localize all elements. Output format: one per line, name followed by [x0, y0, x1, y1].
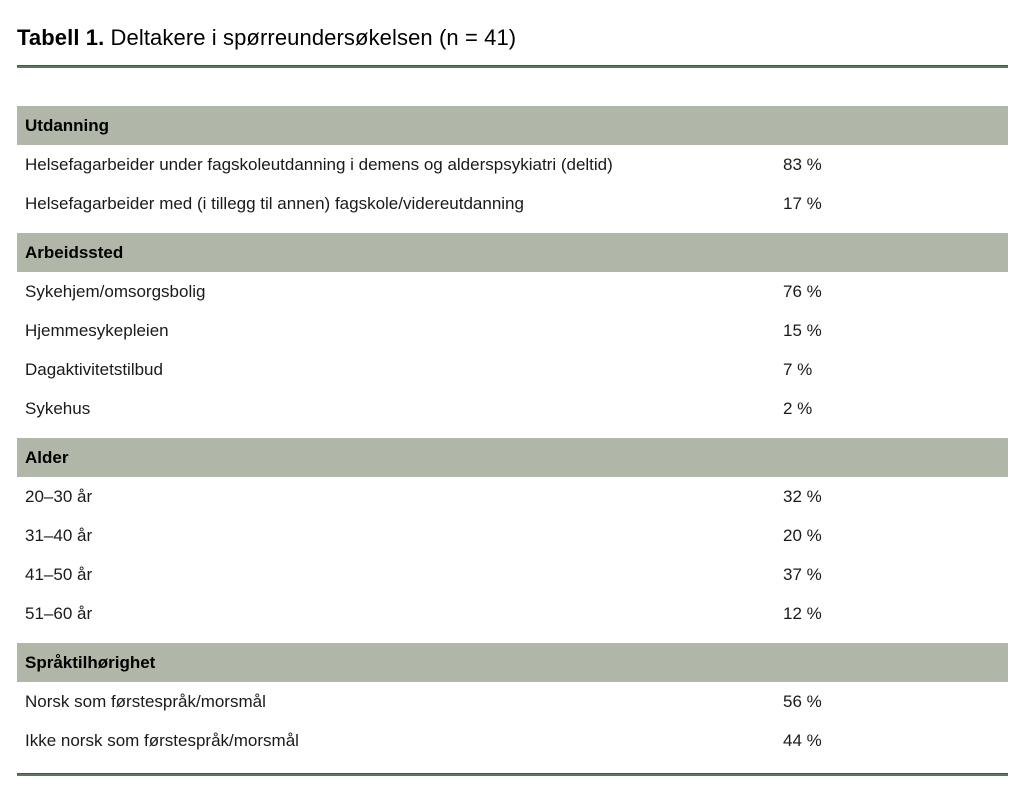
table-row: Sykehjem/omsorgsbolig 76 %	[17, 272, 1008, 311]
row-value: 2 %	[783, 398, 813, 418]
section-header: Alder	[17, 438, 1008, 477]
row-label: 20–30 år	[25, 486, 93, 506]
row-label: 51–60 år	[25, 603, 93, 623]
row-value: 20 %	[783, 525, 822, 545]
table-caption-text: Deltakere i spørreundersøkelsen (n = 41)	[110, 25, 517, 50]
table-section: Utdanning Helsefagarbeider under fagskole…	[17, 106, 1008, 223]
row-value: 15 %	[783, 320, 822, 340]
table-row: 41–50 år 37 %	[17, 555, 1008, 594]
table-row: Ikke norsk som førstespråk/morsmål 44 %	[17, 721, 1008, 760]
bottom-rule	[17, 773, 1008, 776]
section-header: Språktilhørighet	[17, 643, 1008, 682]
row-value: 83 %	[783, 154, 822, 174]
participants-table: Utdanning Helsefagarbeider under fagskole…	[17, 106, 1008, 760]
table-row: Dagaktivitetstilbud 7 %	[17, 350, 1008, 389]
row-value: 37 %	[783, 564, 822, 584]
section-header: Utdanning	[17, 106, 1008, 145]
row-value: 7 %	[783, 359, 813, 379]
table-row: Helsefagarbeider med (i tillegg til anne…	[17, 184, 1008, 223]
table-row: Hjemmesykepleien 15 %	[17, 311, 1008, 350]
row-value: 32 %	[783, 486, 822, 506]
row-value: 76 %	[783, 281, 822, 301]
table-caption: Tabell 1. Deltakere i spørreundersøkelse…	[17, 24, 1008, 52]
table-caption-number: Tabell 1.	[17, 25, 105, 50]
row-value: 56 %	[783, 691, 822, 711]
document-page: Tabell 1. Deltakere i spørreundersøkelse…	[17, 24, 1008, 776]
row-label: Norsk som førstespråk/morsmål	[25, 691, 266, 711]
row-label: Sykehus	[25, 398, 91, 418]
table-section: Alder 20–30 år 32 % 31–40 år 20 % 41–50 år 37 …	[17, 438, 1008, 633]
row-label: 41–50 år	[25, 564, 93, 584]
table-row: Norsk som førstespråk/morsmål 56 %	[17, 682, 1008, 721]
row-label: Helsefagarbeider med (i tillegg til anne…	[25, 193, 524, 213]
table-section: Arbeidssted Sykehjem/omsorgsbolig 76 % Hjem…	[17, 233, 1008, 428]
row-value: 12 %	[783, 603, 822, 623]
table-row: 31–40 år 20 %	[17, 516, 1008, 555]
section-header: Arbeidssted	[17, 233, 1008, 272]
row-value: 44 %	[783, 730, 822, 750]
table-row: 20–30 år 32 %	[17, 477, 1008, 516]
table-row: Sykehus 2 %	[17, 389, 1008, 428]
table-row: Helsefagarbeider under fagskoleutdanning…	[17, 145, 1008, 184]
table-row: 51–60 år 12 %	[17, 594, 1008, 633]
row-value: 17 %	[783, 193, 822, 213]
row-label: Sykehjem/omsorgsbolig	[25, 281, 206, 301]
top-rule	[17, 65, 1008, 68]
row-label: Ikke norsk som førstespråk/morsmål	[25, 730, 299, 750]
row-label: Dagaktivitetstilbud	[25, 359, 163, 379]
row-label: Helsefagarbeider under fagskoleutdanning…	[25, 154, 613, 174]
row-label: Hjemmesykepleien	[25, 320, 169, 340]
table-section: Språktilhørighet Norsk som førstespråk/mo…	[17, 643, 1008, 760]
row-label: 31–40 år	[25, 525, 93, 545]
